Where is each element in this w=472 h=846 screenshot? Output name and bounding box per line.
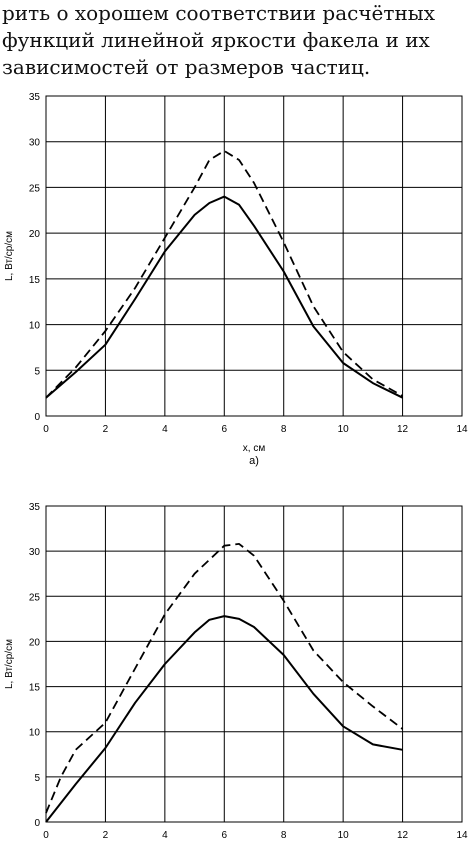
y-tick-label: 10 — [29, 728, 41, 739]
x-tick-label: 8 — [281, 830, 287, 841]
x-axis-label: x, см — [243, 443, 266, 454]
y-axis-label: L, Вт/ср/см — [4, 639, 15, 689]
x-tick-label: 4 — [162, 830, 168, 841]
x-tick-label: 2 — [103, 830, 109, 841]
y-tick-label: 35 — [29, 92, 41, 103]
x-tick-label: 4 — [162, 424, 168, 435]
x-tick-label: 8 — [281, 424, 287, 435]
x-tick-label: 12 — [397, 830, 409, 841]
y-tick-label: 30 — [29, 138, 41, 149]
x-tick-label: 0 — [43, 424, 49, 435]
x-tick-label: 6 — [222, 830, 228, 841]
y-axis-label: L, Вт/ср/см — [4, 231, 15, 281]
solid-series-line — [45, 195, 404, 399]
y-tick-label: 0 — [34, 818, 40, 829]
text-line: рить о хорошем соответствии расчётных — [2, 1, 435, 25]
paragraph-text: рить о хорошем соответствии расчётных фу… — [2, 0, 470, 81]
text-line: зависимостей от размеров частиц. — [2, 55, 371, 79]
y-tick-label: 20 — [29, 229, 41, 240]
y-tick-label: 35 — [29, 502, 41, 513]
x-tick-label: 0 — [43, 830, 49, 841]
y-tick-label: 0 — [34, 412, 40, 423]
y-tick-label: 5 — [34, 773, 40, 784]
x-tick-label: 10 — [338, 830, 350, 841]
y-tick-label: 20 — [29, 637, 41, 648]
text-line: функций линейной яркости факела и их — [2, 28, 430, 52]
x-tick-label: 14 — [456, 424, 468, 435]
solid-series-line — [45, 615, 403, 823]
dashed-series-line — [45, 150, 404, 399]
dashed-series-line — [45, 543, 404, 814]
y-tick-label: 5 — [34, 366, 40, 377]
chart-a: 0 2 4 6 8 10 12 14 0 5 10 15 20 25 30 35 L, Вт/ср/см x, с… — [4, 92, 468, 467]
x-tick-label: 2 — [103, 424, 109, 435]
y-tick-label: 15 — [29, 683, 41, 694]
x-tick-label: 14 — [456, 830, 468, 841]
x-tick-label: 12 — [397, 424, 409, 435]
chart-caption: а) — [249, 455, 259, 467]
plot-frame — [45, 505, 463, 823]
x-tick-label: 6 — [222, 424, 228, 435]
y-tick-label: 10 — [29, 321, 41, 332]
y-tick-label: 25 — [29, 592, 41, 603]
y-tick-label: 25 — [29, 183, 41, 194]
chart-b: 0 2 4 6 8 10 12 14 0 5 10 15 20 25 30 35 L, Вт/ср/см — [4, 502, 468, 841]
x-tick-label: 10 — [338, 424, 350, 435]
y-tick-label: 30 — [29, 547, 41, 558]
y-tick-label: 15 — [29, 275, 41, 286]
plot-frame — [45, 95, 463, 417]
